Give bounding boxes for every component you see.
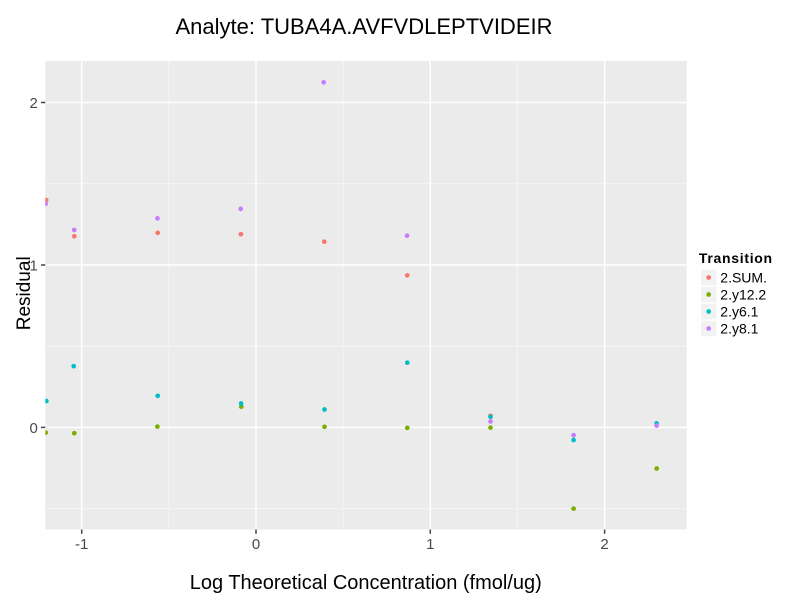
svg-text:Residual: Residual [14, 256, 35, 330]
svg-text:Log Theoretical Concentration: Log Theoretical Concentration (fmol/ug) [190, 572, 542, 594]
svg-text:0: 0 [29, 420, 37, 437]
svg-text:Transition: Transition [699, 250, 773, 266]
svg-text:0: 0 [252, 536, 260, 553]
svg-text:2.y8.1: 2.y8.1 [720, 321, 758, 337]
svg-text:1: 1 [426, 536, 434, 553]
svg-text:2.y12.2: 2.y12.2 [720, 286, 766, 302]
svg-text:-1: -1 [75, 536, 88, 553]
svg-text:Analyte: TUBA4A.AVFVDLEPTVIDEI: Analyte: TUBA4A.AVFVDLEPTVIDEIR [176, 14, 553, 39]
svg-text:2.SUM.: 2.SUM. [720, 269, 767, 285]
svg-text:2: 2 [600, 536, 608, 553]
svg-text:2: 2 [29, 95, 37, 112]
svg-text:1: 1 [29, 257, 37, 274]
svg-text:2.y6.1: 2.y6.1 [720, 303, 758, 319]
